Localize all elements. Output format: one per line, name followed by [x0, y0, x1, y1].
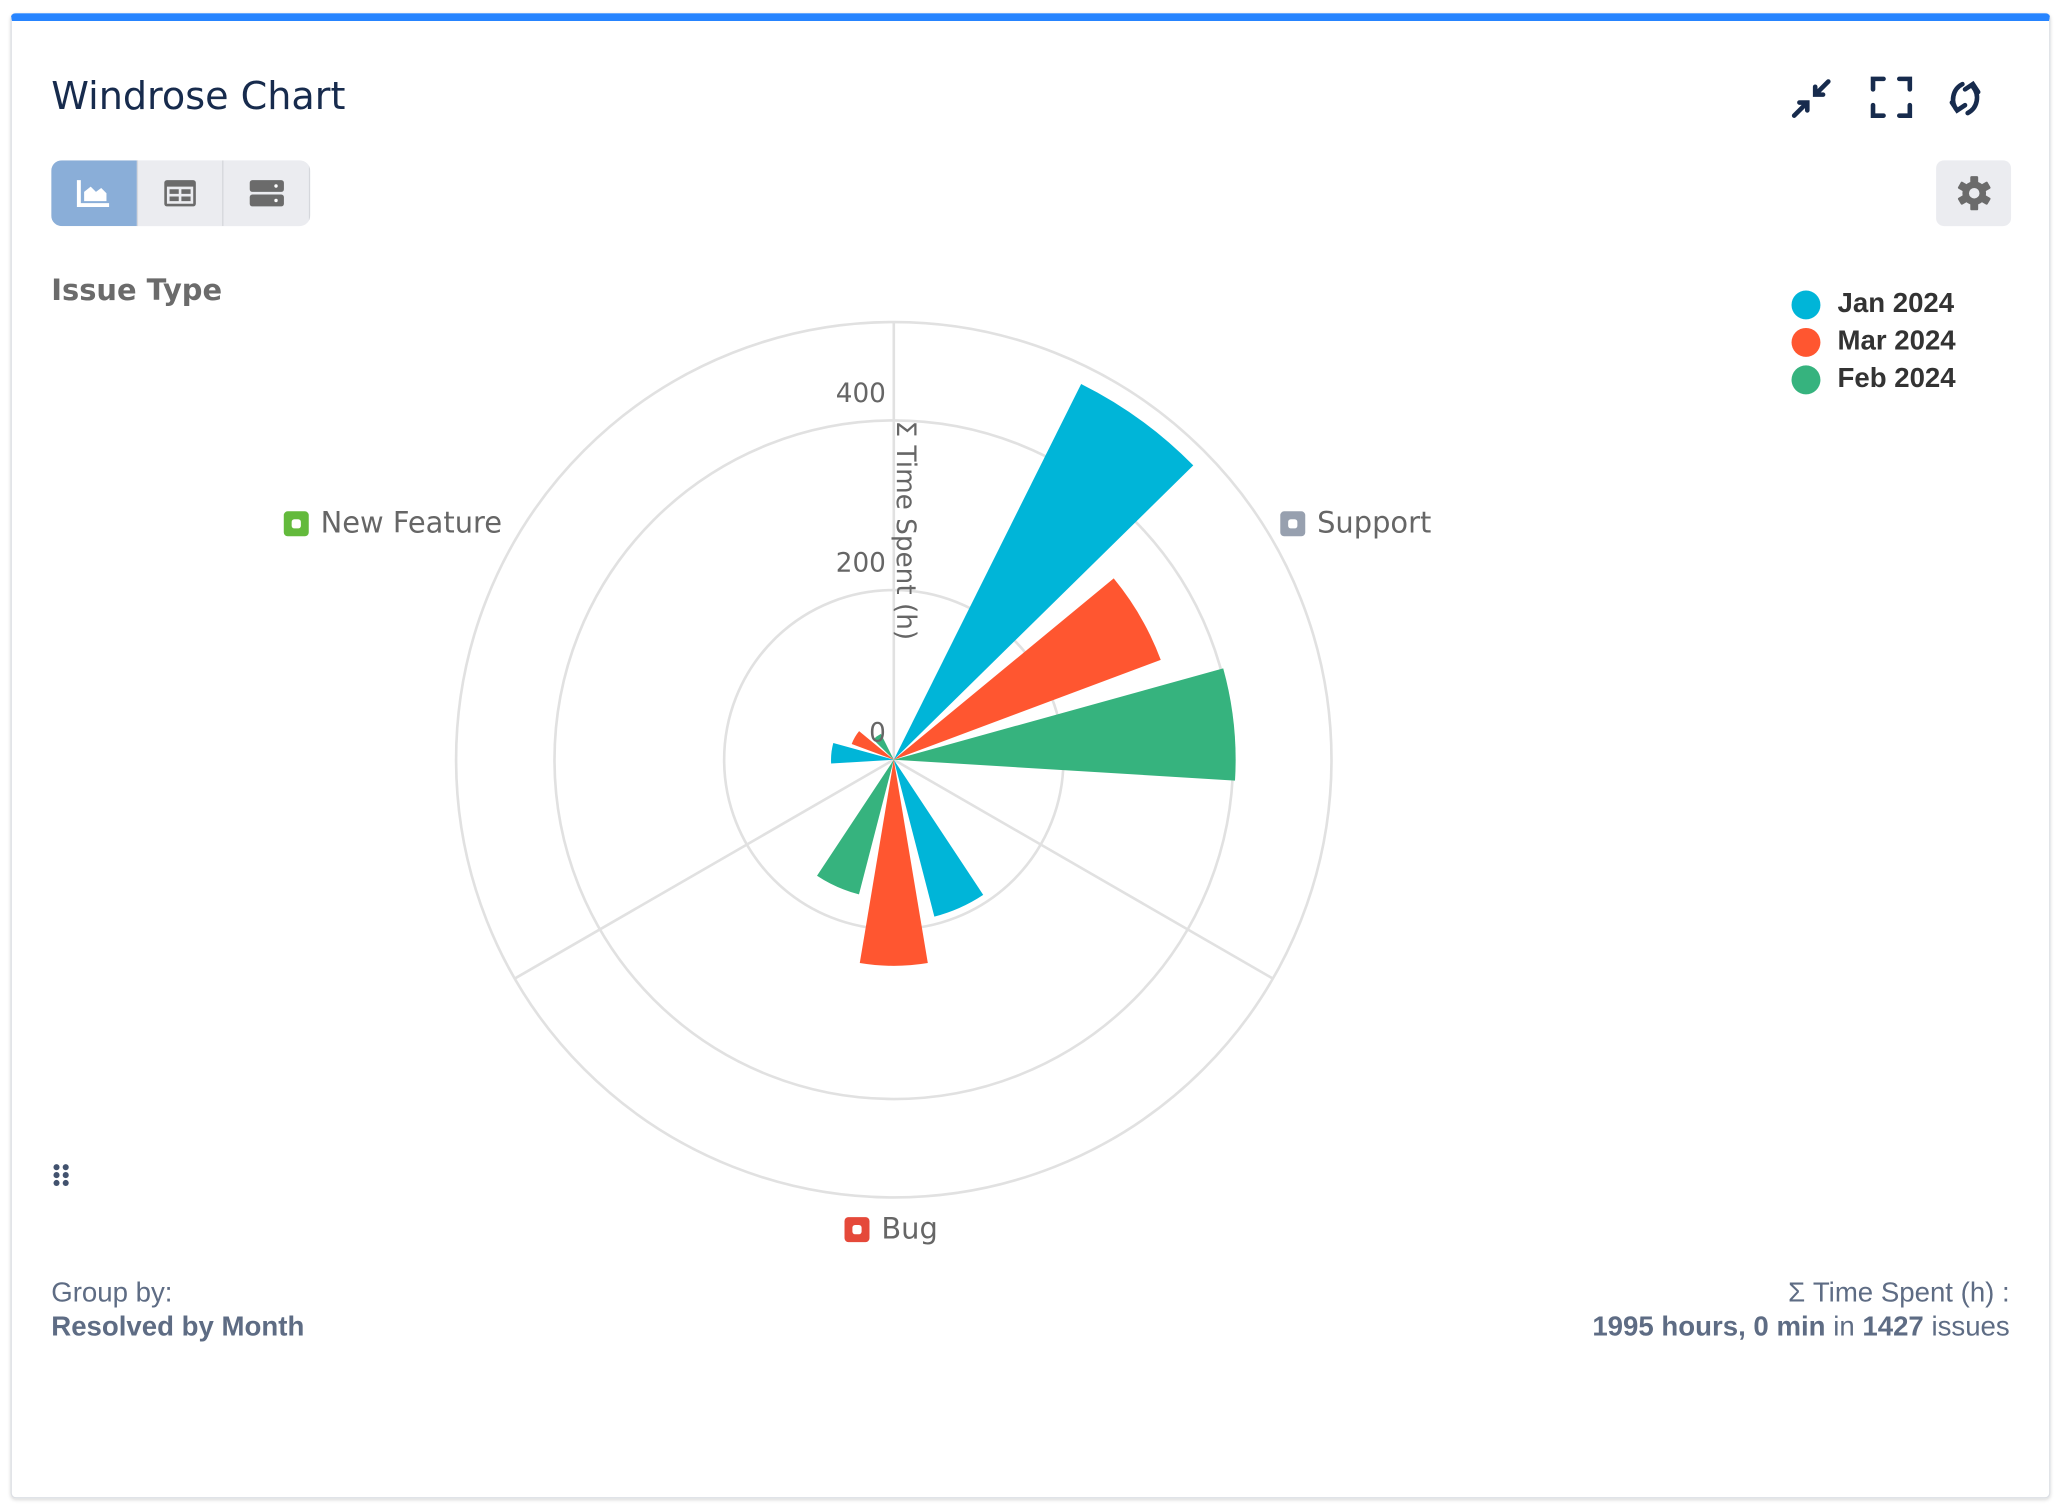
legend-label: Jan 2024 — [1838, 287, 1955, 318]
legend-label: Mar 2024 — [1838, 325, 1957, 356]
wedge — [859, 759, 928, 966]
wedge — [873, 733, 894, 760]
summary-unit: issues — [1931, 1311, 2010, 1343]
y-tick-label: 200 — [836, 549, 886, 579]
drag-handle[interactable] — [51, 1162, 72, 1191]
legend-swatch — [1791, 327, 1821, 357]
wedge — [893, 759, 984, 917]
view-tabs — [51, 160, 311, 227]
wedge — [893, 578, 1161, 760]
toolbar — [1791, 76, 1981, 118]
group-by-label: Group by: — [51, 1277, 173, 1308]
sector-line — [514, 758, 895, 980]
y-axis-title: Σ Time Spent (h) — [890, 421, 920, 641]
y-tick-label: 0 — [869, 718, 886, 748]
summary-count: 1427 — [1862, 1311, 1924, 1343]
card-title: Windrose Chart — [51, 73, 346, 119]
category-label: New Feature — [283, 505, 502, 539]
category-icon-inner — [852, 1225, 862, 1235]
x-axis-title: Issue Type — [51, 273, 222, 307]
refresh-button[interactable] — [1949, 80, 1981, 116]
legend-swatch — [1791, 365, 1821, 395]
summary-label: Σ Time Spent (h) : — [1788, 1277, 2010, 1308]
category-icon-inner — [291, 519, 301, 529]
fullscreen-button[interactable] — [1870, 76, 1913, 118]
group-by-value: Resolved by Month — [51, 1311, 305, 1343]
category-text: Bug — [881, 1211, 938, 1245]
collapse-button[interactable] — [1791, 79, 1831, 118]
legend-swatch — [1791, 290, 1821, 320]
summary-total: 1995 hours, 0 min — [1592, 1311, 1826, 1343]
summary-in: in — [1833, 1311, 1855, 1343]
settings-button[interactable] — [1936, 160, 2012, 227]
legend-label: Feb 2024 — [1838, 362, 1957, 393]
wedge — [893, 383, 1194, 760]
y-tick-label: 400 — [836, 379, 886, 409]
chart-tab[interactable] — [51, 160, 138, 227]
category-icon-inner — [1288, 519, 1298, 529]
card: Windrose Chart Group by: Resolved by Mon… — [10, 13, 2051, 1499]
category-text: Support — [1317, 505, 1431, 539]
category-label: Support — [1280, 505, 1431, 539]
list-tab[interactable] — [224, 160, 311, 227]
sector-line — [893, 758, 1274, 980]
summary: 1995 hours, 0 min in 1427 issues — [1592, 1312, 2009, 1344]
table-tab[interactable] — [138, 160, 224, 227]
wedge — [851, 731, 894, 760]
category-text: New Feature — [321, 505, 502, 539]
wedge — [893, 668, 1236, 781]
category-label: Bug — [844, 1211, 938, 1245]
wedge — [831, 742, 894, 764]
wedge — [817, 759, 894, 895]
